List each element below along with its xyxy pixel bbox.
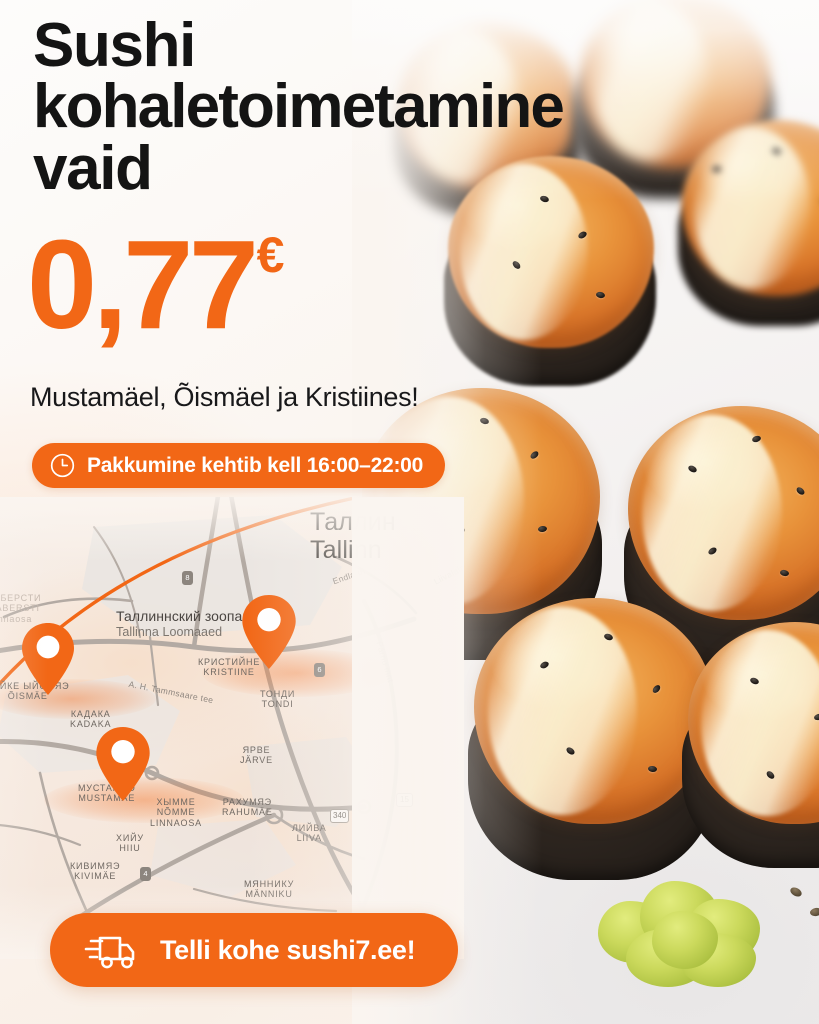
road-shield-340: 340 [330,809,350,823]
districts-subtitle: Mustamäel, Õismäel ja Kristiines! [30,382,419,412]
headline-line-2: kohaletoimetamine [33,72,565,142]
map-pin-oismae[interactable] [20,621,76,697]
currency-symbol: € [256,227,285,283]
order-cta-button[interactable]: Telli kohe sushi7.ee! [50,913,458,987]
map-label-nomme: ХЫММЕ NÕMME LINNAOSA [150,797,202,828]
map-label-jarve: ЯРВЕ JÄRVE [240,745,273,766]
road-shield-15: 15 [396,793,413,807]
sesame-seed [712,166,721,172]
delivery-area-map[interactable]: Таллин Tallinn Таллиннский зоопарк Talli… [0,497,464,959]
page-title: Sushi kohaletoimetamine vaid [33,11,565,203]
map-label-liiva: ЛИЙВА LIIVA [292,823,327,844]
map-label-rahumae: РАХУМЯЭ RAHUMÄE [222,797,273,818]
road-shield-6: 6 [314,663,325,677]
wasabi-garnish [588,875,784,995]
map-label-kivimae: КИВИМЯЭ KIVIMÄE [70,861,121,882]
sushi-ball [628,406,819,620]
map-label-zoo: Таллиннский зоопарк Tallinna Loomaaed [116,608,257,639]
delivery-truck-icon [84,936,135,969]
clock-icon [50,453,75,478]
map-label-manniku: МЯННИКУ MÄNNIKU [244,879,295,900]
headline-line-3: vaid [33,133,153,203]
map-pin-kristiine[interactable] [240,593,298,671]
road-shield-8: 8 [182,571,193,585]
offer-hours-badge: Pakkumine kehtib kell 16:00–22:00 [32,443,446,488]
offer-hours-text: Pakkumine kehtib kell 16:00–22:00 [87,453,424,477]
order-cta-label: Telli kohe sushi7.ee! [160,934,416,965]
headline-line-1: Sushi [33,11,196,80]
road-shield-4: 4 [140,867,151,881]
sushi-ball [474,598,714,824]
map-pin-mustamae[interactable] [94,725,152,803]
map-label-hiiu: ХИЙУ HIIU [116,833,144,854]
map-label-haabersti: ХААБЕРСТИ HAABERSTI Linnaosa [0,593,42,624]
map-label-city: Таллин Tallinn [310,508,396,564]
price-amount: 0,77 [27,214,259,355]
map-label-tondi: ТОНДИ TONDI [260,689,296,710]
price-display: 0,77 € [27,222,284,348]
